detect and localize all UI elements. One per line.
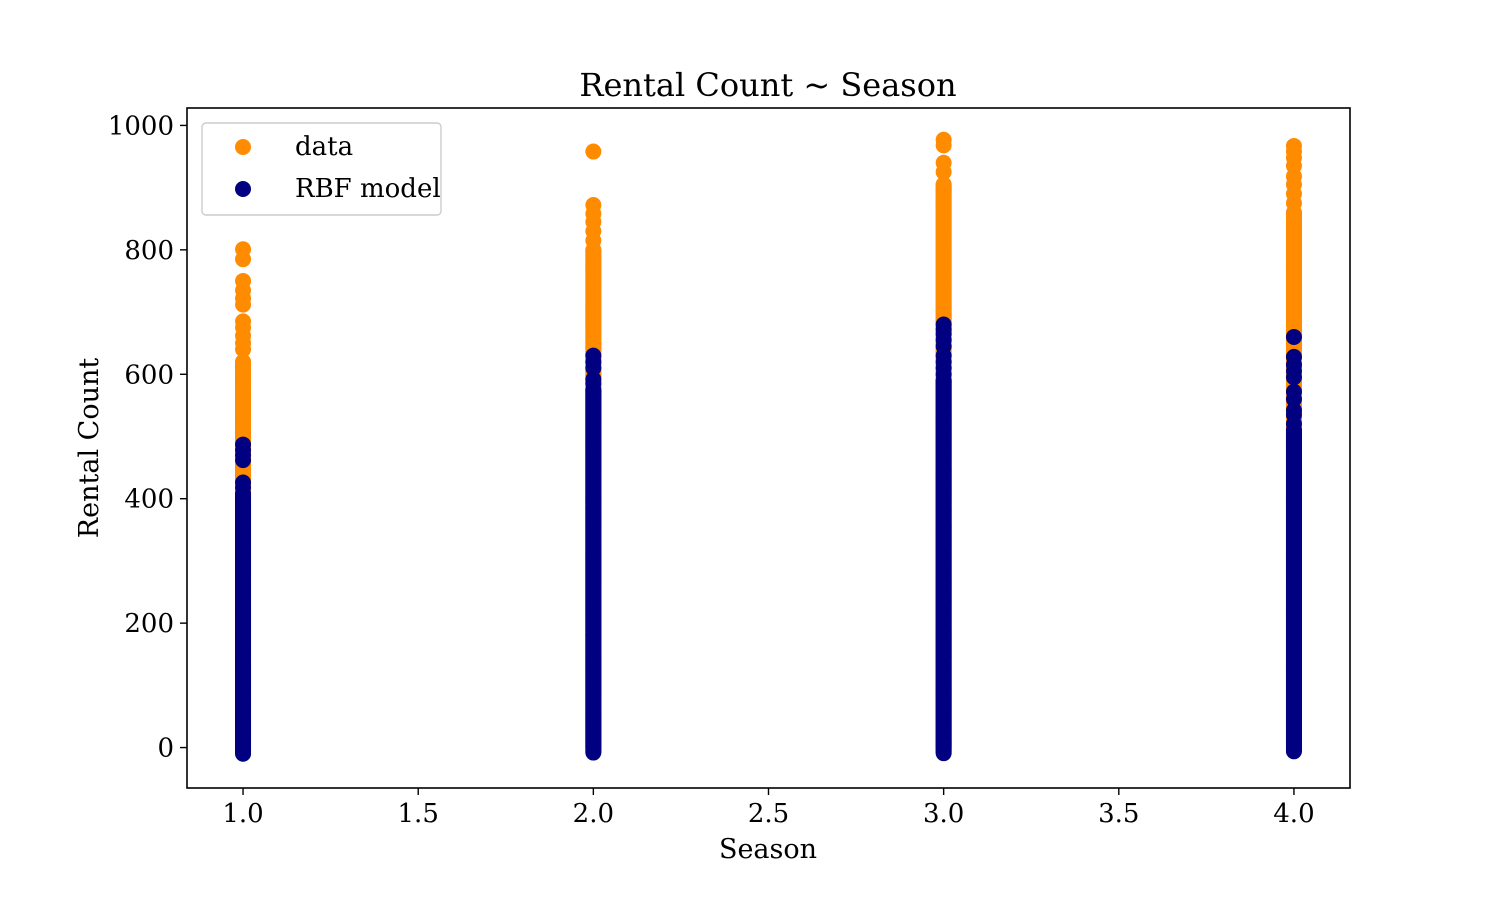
x-tick-label: 1.5: [398, 799, 439, 829]
data-point: [935, 131, 952, 148]
legend-marker-data: [235, 139, 251, 155]
rbf-model-point: [585, 371, 602, 388]
y-tick-label: 800: [124, 236, 174, 266]
plot-marks: [235, 131, 1302, 762]
data-point: [235, 313, 252, 330]
legend-label-data: data: [295, 132, 353, 162]
data-point: [235, 353, 252, 370]
x-tick-label: 3.0: [923, 799, 964, 829]
data-point: [1285, 137, 1302, 154]
y-axis-label: Rental Count: [74, 358, 105, 539]
rbf-model-point: [1285, 383, 1302, 400]
x-tick-label: 2.0: [573, 799, 614, 829]
rbf-model-point: [585, 347, 602, 364]
y-axis-ticks: 0 200 400 600 800 1000: [108, 111, 187, 764]
y-tick-label: 400: [124, 485, 174, 515]
x-tick-label: 4.0: [1273, 799, 1314, 829]
x-tick-label: 2.5: [748, 799, 789, 829]
legend: data RBF model: [201, 122, 442, 216]
rbf-model-point: [935, 316, 952, 333]
y-tick-label: 600: [124, 360, 174, 390]
rbf-model-point: [1285, 402, 1302, 419]
legend-label-rbf-model: RBF model: [295, 174, 441, 204]
data-point: [585, 197, 602, 214]
chart-title: Rental Count ~ Season: [579, 66, 956, 104]
rbf-model-point: [235, 474, 252, 491]
y-tick-label: 200: [124, 609, 174, 639]
y-tick-label: 0: [157, 734, 174, 764]
data-point: [235, 272, 252, 289]
y-tick-label: 1000: [108, 111, 174, 141]
data-point: [235, 241, 252, 258]
legend-box: [201, 122, 442, 216]
rbf-model-point: [235, 436, 252, 453]
data-point: [935, 176, 952, 193]
x-tick-label: 3.5: [1098, 799, 1139, 829]
x-axis-ticks: 1.0 1.5 2.0 2.5 3.0 3.5 4.0: [222, 788, 1315, 829]
data-point: [585, 143, 602, 160]
data-point: [935, 154, 952, 171]
x-axis-label: Season: [719, 834, 817, 865]
rbf-model-point: [1285, 348, 1302, 365]
x-tick-label: 1.0: [222, 799, 263, 829]
rbf-model-point: [1285, 328, 1302, 345]
legend-marker-rbf-model: [235, 181, 251, 197]
